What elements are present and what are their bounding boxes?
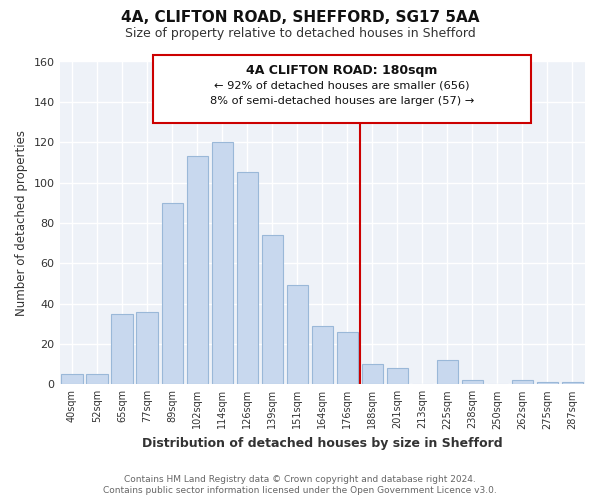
- X-axis label: Distribution of detached houses by size in Shefford: Distribution of detached houses by size …: [142, 437, 503, 450]
- Bar: [187, 156, 208, 384]
- Text: Size of property relative to detached houses in Shefford: Size of property relative to detached ho…: [125, 28, 475, 40]
- Bar: [61, 374, 83, 384]
- Bar: [362, 364, 383, 384]
- Text: ← 92% of detached houses are smaller (656): ← 92% of detached houses are smaller (65…: [214, 80, 470, 90]
- Bar: [462, 380, 483, 384]
- Bar: [136, 312, 158, 384]
- Bar: [437, 360, 458, 384]
- Bar: [236, 172, 258, 384]
- Bar: [512, 380, 533, 384]
- Bar: [311, 326, 333, 384]
- Text: Contains public sector information licensed under the Open Government Licence v3: Contains public sector information licen…: [103, 486, 497, 495]
- Bar: [262, 235, 283, 384]
- Bar: [287, 286, 308, 384]
- Text: 8% of semi-detached houses are larger (57) →: 8% of semi-detached houses are larger (5…: [210, 96, 474, 106]
- Text: 4A CLIFTON ROAD: 180sqm: 4A CLIFTON ROAD: 180sqm: [247, 64, 437, 77]
- Bar: [562, 382, 583, 384]
- Bar: [387, 368, 408, 384]
- Bar: [161, 202, 183, 384]
- Text: Contains HM Land Registry data © Crown copyright and database right 2024.: Contains HM Land Registry data © Crown c…: [124, 475, 476, 484]
- Bar: [112, 314, 133, 384]
- Bar: [212, 142, 233, 384]
- Text: 4A, CLIFTON ROAD, SHEFFORD, SG17 5AA: 4A, CLIFTON ROAD, SHEFFORD, SG17 5AA: [121, 10, 479, 25]
- Bar: [86, 374, 108, 384]
- Bar: [337, 332, 358, 384]
- Bar: [537, 382, 558, 384]
- Y-axis label: Number of detached properties: Number of detached properties: [15, 130, 28, 316]
